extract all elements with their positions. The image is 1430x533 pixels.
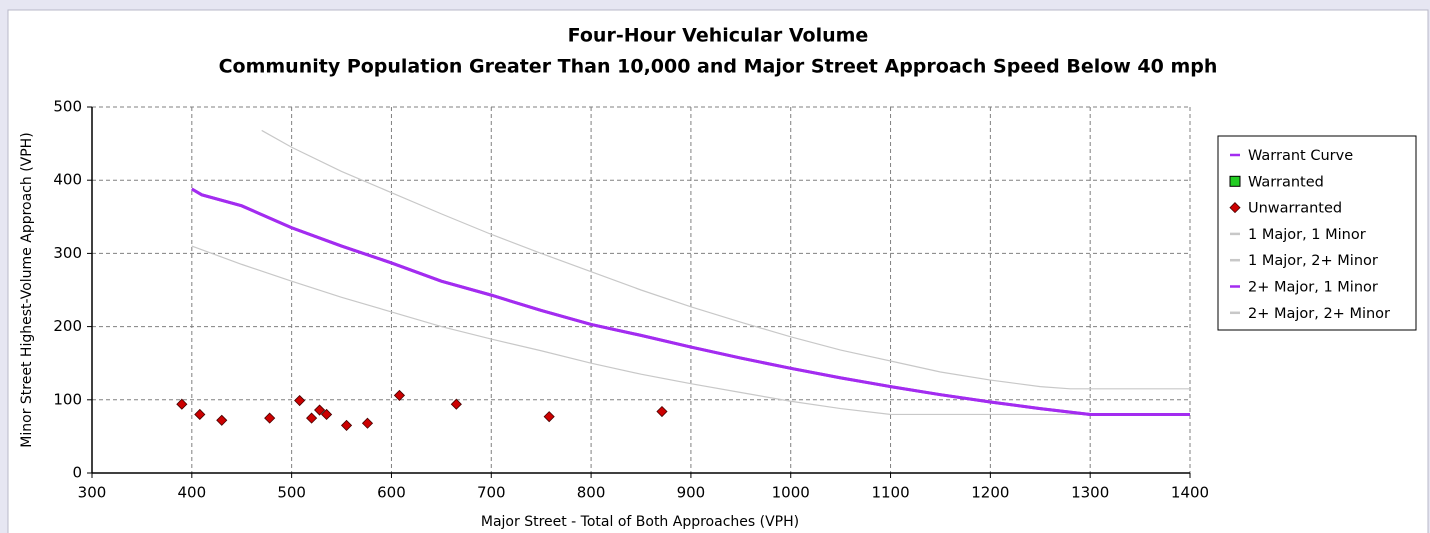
scatter-point: [216, 414, 228, 426]
chart-subtitle: Community Population Greater Than 10,000…: [219, 56, 1218, 78]
scatter-point: [194, 408, 206, 421]
y-tick-label: 0: [72, 464, 82, 482]
x-tick-label: 800: [577, 484, 606, 502]
legend-label: Unwarranted: [1248, 201, 1342, 217]
scatter-point: [393, 389, 406, 401]
scatter-point: [361, 417, 374, 429]
scatter-point: [656, 405, 668, 418]
x-tick-label: 600: [377, 484, 406, 502]
x-tick-label: 1000: [772, 484, 810, 502]
legend-label: Warranted: [1248, 174, 1324, 190]
legend-swatch: [1229, 202, 1241, 214]
scatter-point: [294, 394, 306, 407]
legend-box: [1217, 135, 1417, 331]
y-tick-label: 100: [53, 390, 82, 408]
x-tick-label: 1200: [971, 484, 1009, 502]
scatter-point: [450, 398, 462, 410]
legend-label: 1 Major, 2+ Minor: [1248, 253, 1378, 269]
x-tick-label: 500: [277, 484, 306, 502]
chart-title: Four-Hour Vehicular Volume: [568, 25, 869, 47]
x-tick-label: 400: [177, 484, 206, 502]
scatter-point: [306, 412, 318, 424]
legend-label: 2+ Major, 2+ Minor: [1248, 306, 1390, 322]
legend-label: Warrant Curve: [1248, 148, 1353, 164]
scatter-point: [340, 419, 353, 431]
scatter-point: [321, 408, 333, 421]
series-line: [261, 129, 1190, 390]
x-tick-label: 1400: [1171, 484, 1209, 502]
legend-label: 1 Major, 1 Minor: [1248, 227, 1366, 243]
y-tick-label: 500: [53, 98, 82, 116]
chart-panel: [7, 9, 1429, 533]
series-line: [191, 187, 1190, 416]
x-tick-label: 300: [78, 484, 107, 502]
x-tick-label: 1300: [1071, 484, 1109, 502]
scatter-point: [176, 398, 188, 410]
x-tick-label: 1100: [871, 484, 909, 502]
legend-swatch: [1229, 175, 1241, 187]
x-axis-label: Major Street - Total of Both Approaches …: [481, 514, 799, 530]
y-axis-label: Minor Street Highest-Volume Approach (VP…: [19, 132, 35, 447]
x-tick-label: 900: [677, 484, 706, 502]
x-tick-label: 700: [477, 484, 506, 502]
scatter-point: [543, 411, 555, 423]
series-line: [191, 245, 1190, 416]
scatter-point: [314, 404, 326, 416]
scatter-point: [264, 412, 276, 424]
legend-label: 2+ Major, 1 Minor: [1248, 280, 1378, 296]
y-tick-label: 300: [53, 244, 82, 262]
y-tick-label: 200: [53, 317, 82, 335]
y-tick-label: 400: [53, 171, 82, 189]
